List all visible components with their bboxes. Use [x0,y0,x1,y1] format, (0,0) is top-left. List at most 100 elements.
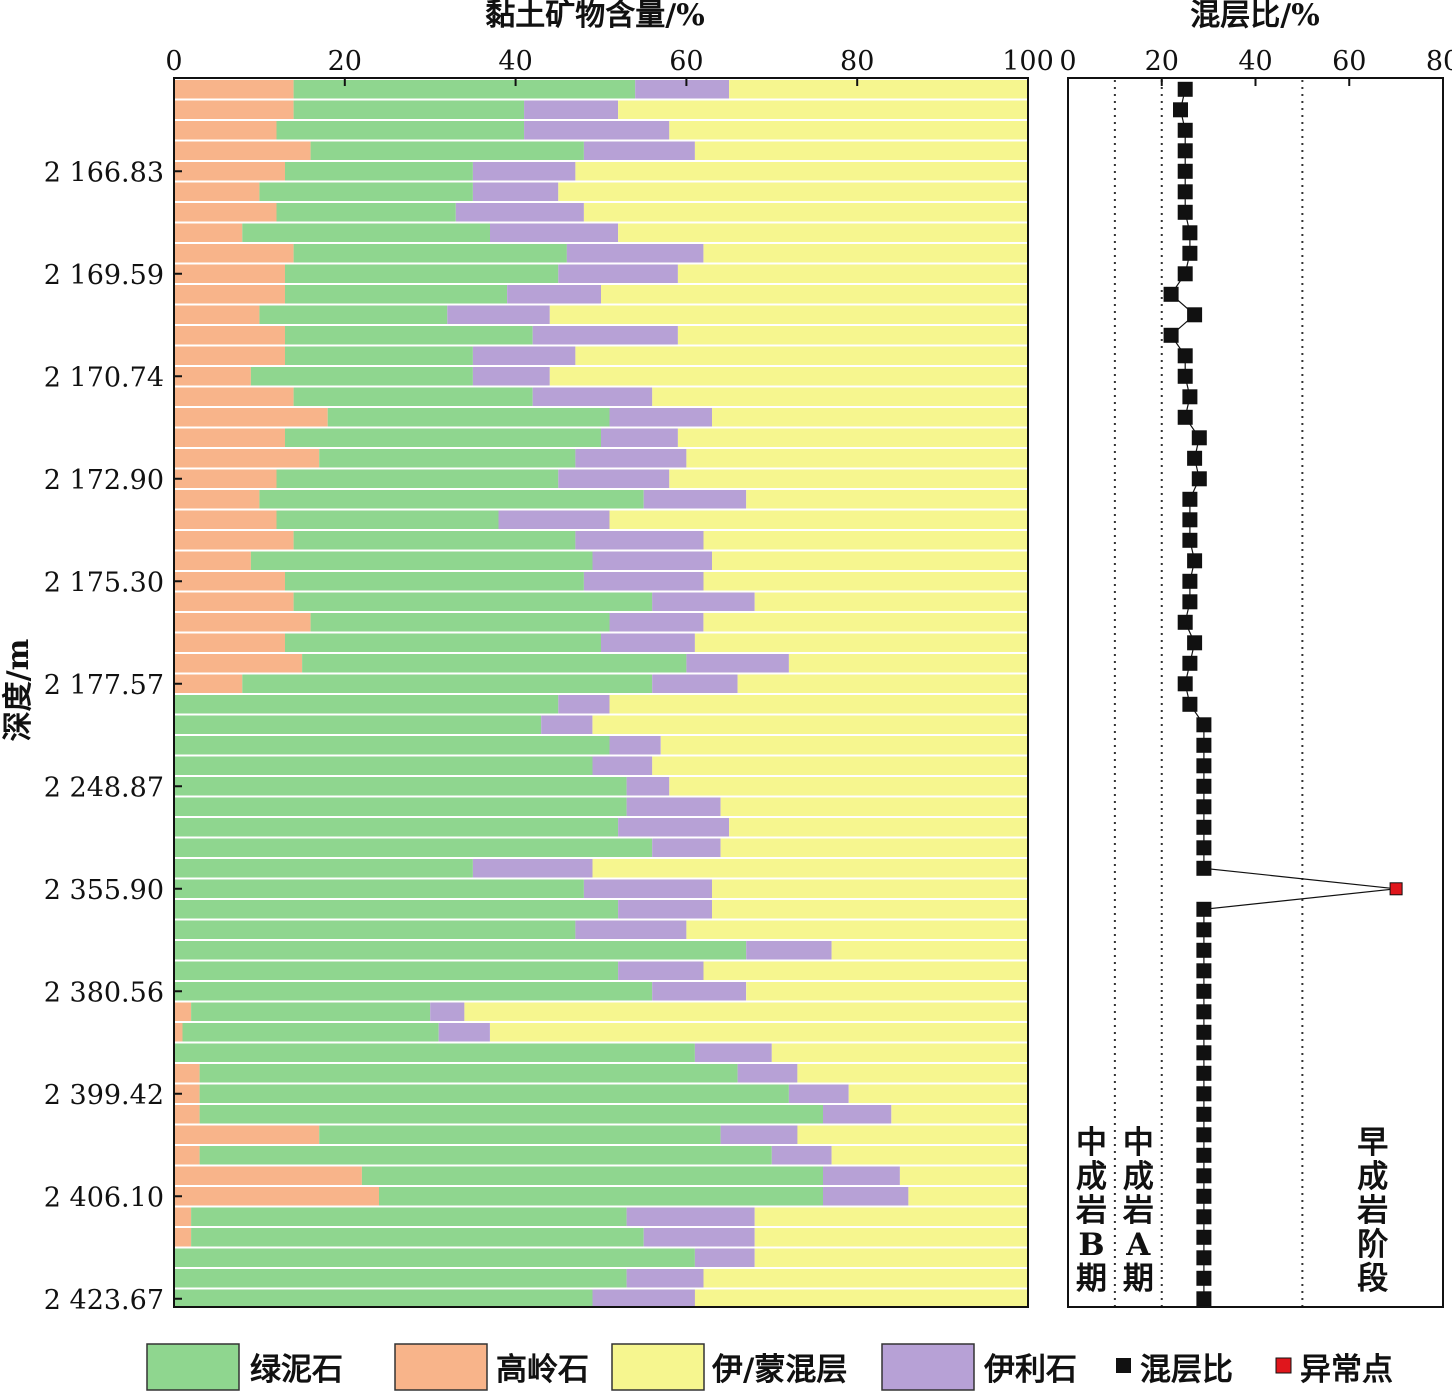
right-axis-ticks: 0 20 40 60 80 [1059,46,1452,86]
ratio-point-54 [1196,1188,1212,1204]
bar-illite-52 [771,1146,832,1165]
bar-kaolinite-19 [174,469,277,488]
right-xtick-label-20: 20 [1145,46,1179,77]
bar-illite-1 [524,100,618,119]
bar-chlorite-28 [302,654,687,673]
ratio-point-31 [1196,717,1212,733]
legend: 绿泥石 高岭石 伊/蒙混层 伊利石 混层比 异常点 [146,1343,1393,1391]
bar-illite-35 [626,797,721,816]
ratio-point-28 [1182,655,1198,671]
bar-kaolinite-17 [174,428,285,447]
bar-chlorite-14 [250,367,473,386]
bar-illite-54 [823,1187,909,1206]
bar-chlorite-31 [174,715,542,734]
ratio-point-9 [1177,266,1193,282]
bar-illite_smectite-38 [592,859,1028,878]
bar-kaolinite-28 [174,654,303,673]
stage-label-a: 中成岩 A 期 [1122,1125,1154,1297]
depth-label-2: 2 170.74 [44,362,164,393]
bar-kaolinite-54 [174,1187,379,1206]
bar-illite-57 [694,1248,755,1267]
depth-label-10: 2 406.10 [44,1182,164,1213]
bar-chlorite-7 [242,223,490,242]
ratio-point-41 [1196,922,1212,938]
bar-illite_smectite-14 [549,367,1028,386]
bar-kaolinite-51 [174,1125,320,1144]
depth-label-3: 2 172.90 [44,465,164,496]
ratio-point-49 [1196,1086,1212,1102]
bar-kaolinite-21 [174,510,277,529]
bar-illite-34 [626,777,670,796]
ratio-point-27 [1187,635,1203,651]
bar-chlorite-10 [285,285,507,304]
bar-illite-44 [652,982,747,1001]
bar-kaolinite-26 [174,613,311,632]
bar-illite-20 [643,490,747,509]
bar-chlorite-43 [174,961,619,980]
bar-illite_smectite-33 [652,756,1028,775]
ratio-point-6 [1177,204,1193,220]
bar-chlorite-33 [174,756,593,775]
bar-kaolinite-9 [174,264,285,283]
bar-illite_smectite-9 [677,264,1028,283]
bar-chlorite-1 [293,100,525,119]
bar-illite-4 [472,162,576,181]
bar-illite-33 [592,756,653,775]
bar-illite_smectite-10 [601,285,1028,304]
bar-chlorite-16 [327,408,610,427]
bar-illite_smectite-57 [754,1248,1028,1267]
depth-label-6: 2 248.87 [44,772,164,803]
stage-boundary-lines [1113,80,1304,1306]
ratio-point-59 [1196,1291,1212,1307]
anomaly-point [1389,882,1403,896]
bar-illite_smectite-4 [575,162,1028,181]
bar-illite-10 [507,285,601,304]
bar-chlorite-3 [310,141,584,160]
right-chart-title: 混层比/% [1190,0,1319,33]
right-xtick-label-0: 0 [1059,46,1076,77]
bar-kaolinite-7 [174,223,243,242]
ratio-point-29 [1177,676,1193,692]
bar-illite-3 [583,141,695,160]
bar-chlorite-32 [174,736,610,755]
ratio-point-17 [1191,430,1207,446]
legend-swatch-illite [881,1343,975,1391]
ratio-point-45 [1196,1004,1212,1020]
left-xtick-label-80: 80 [840,46,874,77]
bar-kaolinite-25 [174,592,294,611]
ratio-point-20 [1182,491,1198,507]
bar-kaolinite-22 [174,531,294,550]
bar-illite-24 [583,572,704,591]
bar-illite-5 [472,182,559,201]
bar-chlorite-30 [174,695,559,714]
left-plot-frame [173,77,1029,1308]
bar-chlorite-51 [319,1125,721,1144]
bar-illite-29 [652,674,738,693]
bar-illite_smectite-44 [746,982,1028,1001]
bar-illite_smectite-6 [583,203,1028,222]
depth-label-7: 2 355.90 [44,875,164,906]
bar-illite-6 [455,203,584,222]
bar-illite_smectite-39 [712,879,1028,898]
bar-chlorite-57 [174,1248,695,1267]
bar-illite-26 [609,613,704,632]
bar-illite_smectite-0 [729,80,1028,99]
bar-illite_smectite-48 [797,1064,1028,1083]
ratio-point-21 [1182,512,1198,528]
bar-chlorite-42 [174,941,747,960]
bar-chlorite-24 [285,572,584,591]
bar-kaolinite-56 [174,1228,192,1247]
bar-illite-16 [609,408,712,427]
bar-illite_smectite-16 [712,408,1028,427]
ratio-point-35 [1196,799,1212,815]
bar-illite-11 [447,305,550,324]
bar-illite-22 [575,531,704,550]
legend-swatch-illite-smectite [611,1343,705,1391]
stacked-bars [174,80,1028,1308]
bar-chlorite-58 [174,1269,627,1288]
ratio-point-37 [1196,840,1212,856]
legend-label-illite: 伊利石 [983,1352,1077,1388]
bar-chlorite-36 [174,818,619,837]
ratio-point-42 [1196,942,1212,958]
ratio-point-25 [1182,594,1198,610]
